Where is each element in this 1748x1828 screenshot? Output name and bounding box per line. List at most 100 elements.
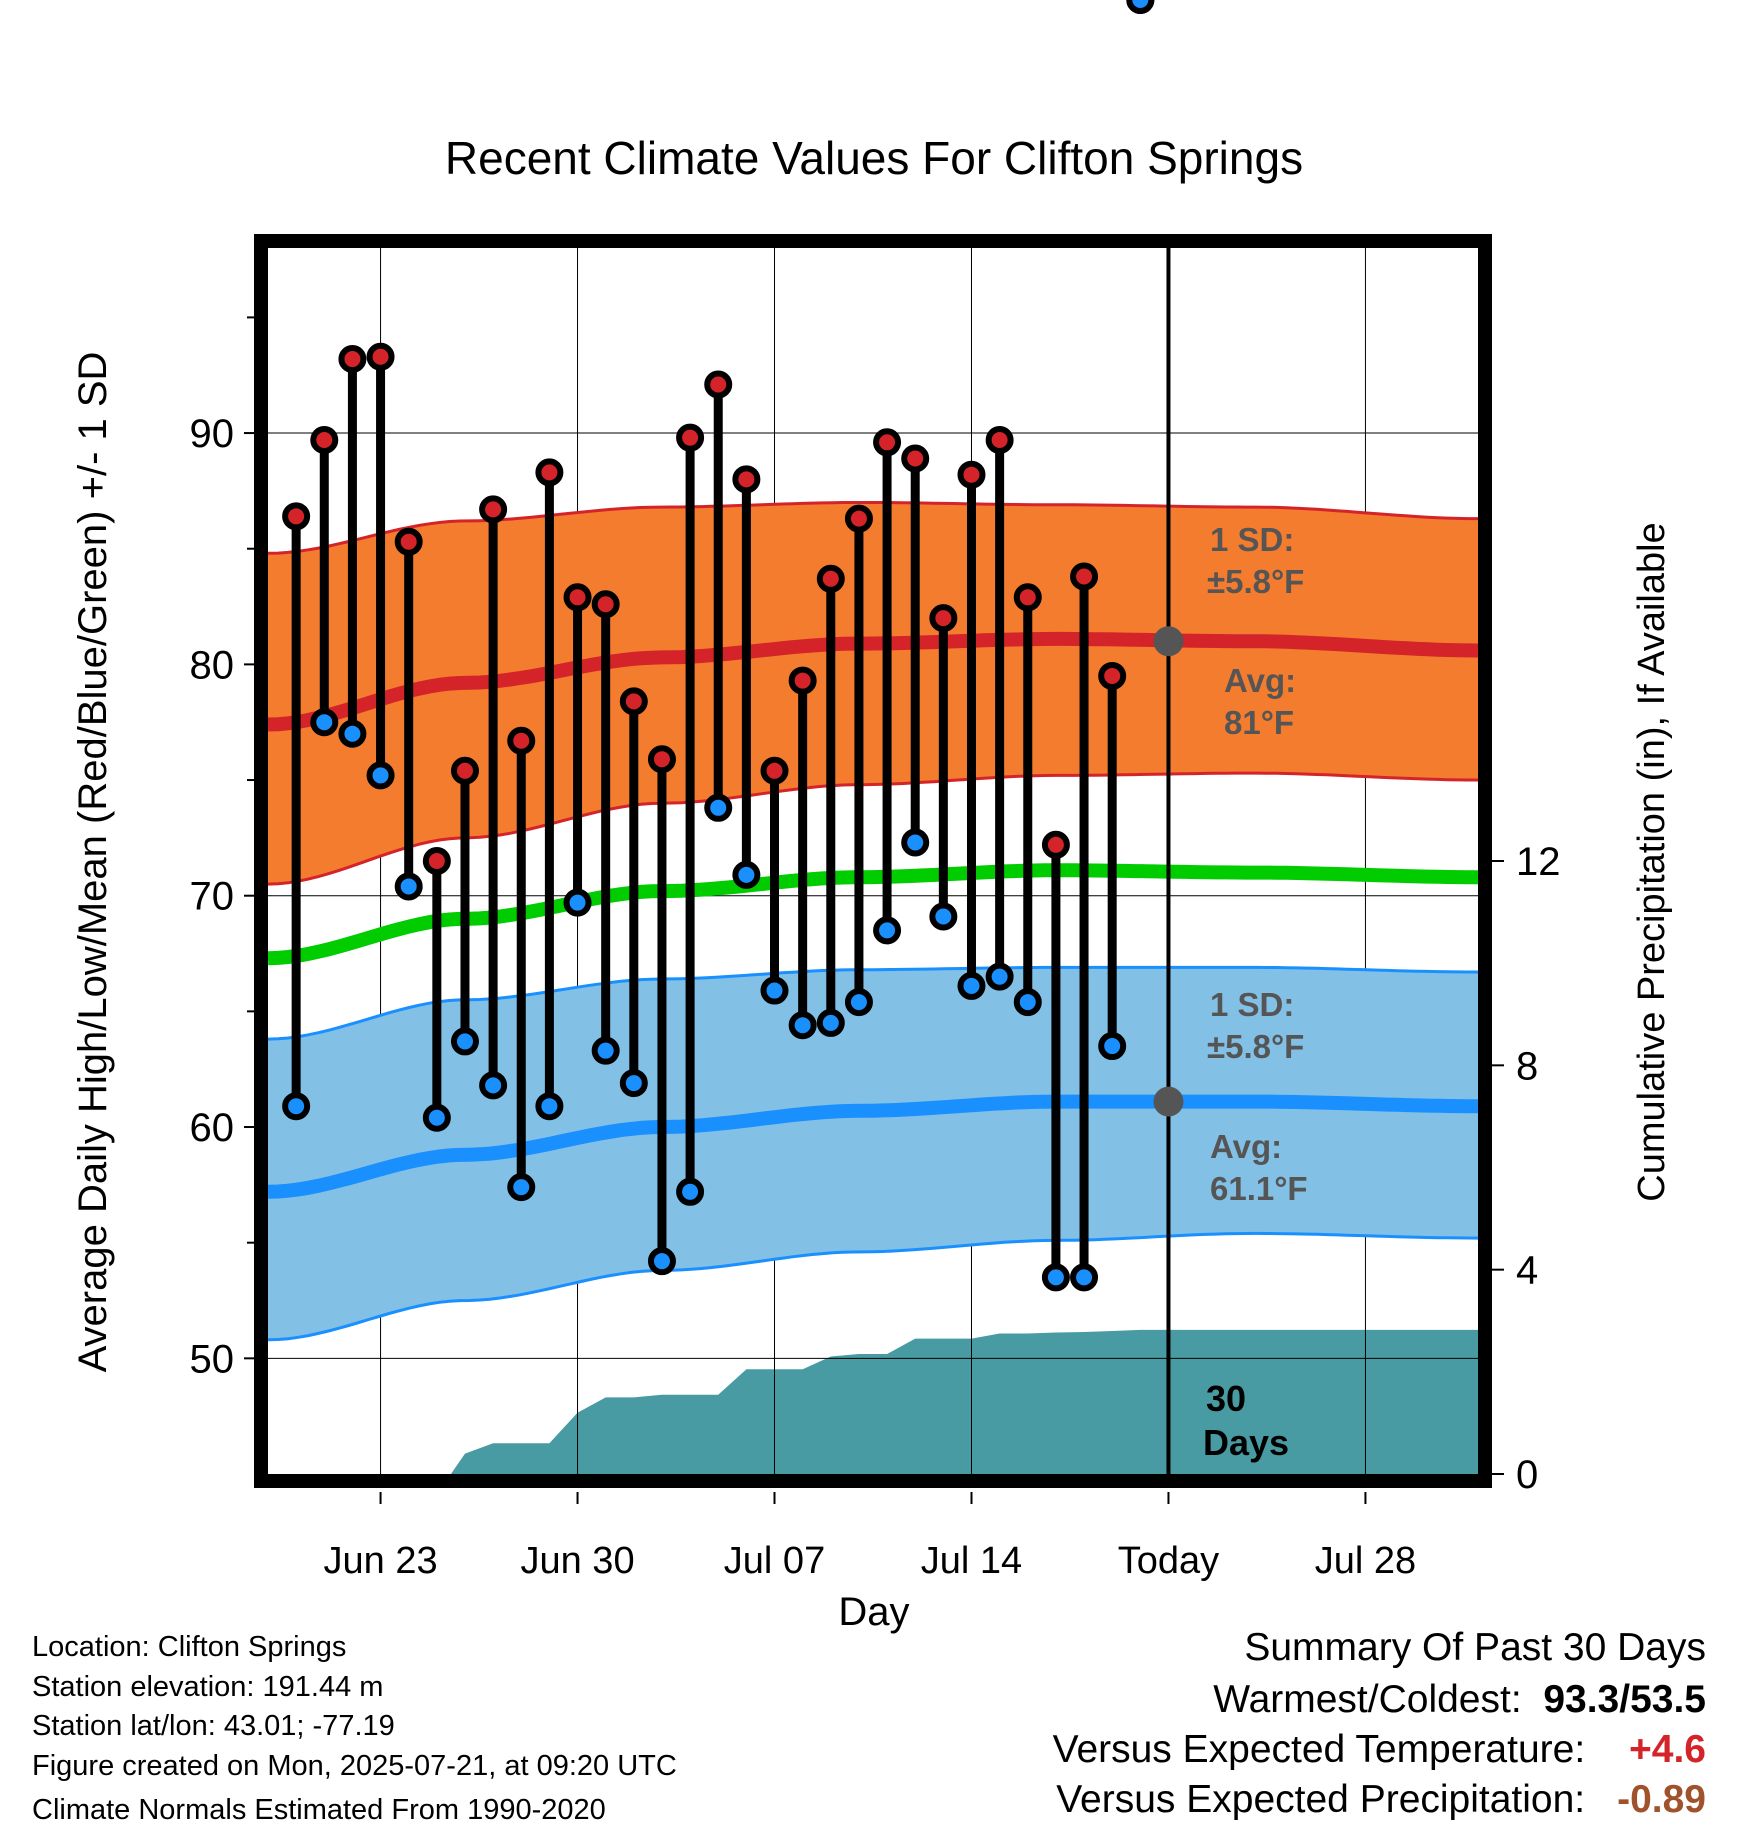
high-point [591, 590, 620, 619]
elevation-text: Station elevation: 191.44 m [32, 1671, 384, 1703]
high-point [1013, 583, 1042, 612]
low-point [816, 1008, 845, 1037]
plot-frame [254, 234, 1492, 1488]
low-avg-label: Avg: [1210, 1128, 1282, 1165]
low-sd-value: ±5.8°F [1207, 1028, 1304, 1065]
low-point [619, 1069, 648, 1098]
created-text: Figure created on Mon, 2025-07-21, at 09… [32, 1750, 677, 1782]
low-point [760, 976, 789, 1005]
high-point [901, 444, 930, 473]
low-point [704, 793, 733, 822]
low-point [479, 1071, 508, 1100]
precip-period-unit: Days [1203, 1422, 1289, 1463]
low-point [310, 708, 339, 737]
low-point [591, 1036, 620, 1065]
low-point [338, 719, 367, 748]
y-tick-label: 60 [190, 1106, 235, 1150]
warm-cold-label: Warmest/Coldest: [1213, 1678, 1522, 1721]
precip-period-number: 30 [1206, 1378, 1246, 1419]
today-avg-high-marker [1153, 626, 1184, 657]
high-avg-label: Avg: [1224, 662, 1296, 699]
high-point [1098, 661, 1127, 690]
summary-warm-cold: Warmest/Coldest: 93.3/53.5 [1213, 1680, 1706, 1719]
high-point [1041, 830, 1070, 859]
low-point [901, 828, 930, 857]
high-point [647, 745, 676, 774]
low-sd-label: 1 SD: [1210, 986, 1294, 1023]
high-sd-label: 1 SD: [1210, 521, 1294, 558]
avg-low-line [267, 1094, 1478, 1199]
x-tick-label: Jul 14 [921, 1540, 1022, 1582]
plot-area: 1 SD: ±5.8°F Avg: 81°F 1 SD: ±5.8°F Avg: 61.1°F… [190, 0, 1561, 1582]
avg-high-line [267, 631, 1479, 732]
low-avg-value: 61.1°F [1210, 1170, 1308, 1207]
precip-value: -0.89 [1617, 1778, 1706, 1821]
today-avg-low-marker [1153, 1086, 1184, 1117]
high-point [1070, 562, 1099, 591]
y-tick-label: 70 [190, 875, 235, 919]
high-point [844, 504, 873, 533]
high-point [366, 342, 395, 371]
x-axis-label: Day [838, 1590, 909, 1634]
low-point [282, 1092, 311, 1121]
high-point [563, 583, 592, 612]
warm-cold-value: 93.3/53.5 [1543, 1678, 1706, 1721]
high-point [507, 726, 536, 755]
high-point [929, 604, 958, 633]
high-point [394, 527, 423, 556]
high-point [450, 756, 479, 785]
high-point [873, 428, 902, 457]
high-sd-upper-edge [267, 501, 1478, 555]
high-point [816, 564, 845, 593]
high-point [282, 502, 311, 531]
high-point [788, 666, 817, 695]
y2-tick-label: 0 [1516, 1453, 1538, 1497]
low-point [873, 916, 902, 945]
high-point [479, 495, 508, 524]
low-point [394, 872, 423, 901]
temp-label: Versus Expected Temperature: [1052, 1728, 1586, 1771]
y-tick-label: 80 [190, 643, 235, 687]
location-text: Location: Clifton Springs [32, 1631, 347, 1663]
y2-tick-label: 12 [1516, 840, 1561, 884]
normals-text: Climate Normals Estimated From 1990-2020 [32, 1794, 606, 1826]
summary-temp: Versus Expected Temperature: +4.6 [1053, 1730, 1706, 1769]
low-point [563, 888, 592, 917]
low-sd-lower-edge [267, 1231, 1479, 1342]
x-tick-label: Jul 28 [1315, 1540, 1416, 1582]
high-avg-value: 81°F [1224, 704, 1294, 741]
high-point [676, 423, 705, 452]
high-sd-band [268, 502, 1478, 885]
high-point [535, 458, 564, 487]
x-tick-label: Jul 07 [724, 1540, 825, 1582]
y-axis-label: Average Daily High/Low/Mean (Red/Blue/Gr… [71, 352, 115, 1373]
precip-label: Versus Expected Precipitation: [1056, 1778, 1586, 1821]
high-point [760, 756, 789, 785]
high-point [985, 425, 1014, 454]
precip-area [268, 1329, 1478, 1474]
y-tick-label: 90 [190, 412, 235, 456]
low-point [507, 1173, 536, 1202]
low-point [422, 1103, 451, 1132]
avg-mean-line [267, 863, 1478, 966]
low-point [535, 1092, 564, 1121]
low-point [676, 1177, 705, 1206]
summary-precip: Versus Expected Precipitation: -0.89 [1056, 1780, 1706, 1819]
y2-tick-label: 4 [1516, 1249, 1538, 1293]
low-sd-band [268, 967, 1478, 1340]
summary-title: Summary Of Past 30 Days [1244, 1626, 1706, 1669]
low-point [450, 1027, 479, 1056]
high-point [732, 465, 761, 494]
high-sd-lower-edge [267, 771, 1478, 886]
y-tick-label: 50 [190, 1337, 235, 1381]
chart-title: Recent Climate Values For Clifton Spring… [445, 132, 1303, 184]
x-tick-label: Jun 30 [520, 1540, 634, 1582]
y2-axis-label: Cumulative Precipitation (in), If Availa… [1631, 522, 1673, 1201]
low-point [1126, 0, 1155, 14]
high-point [310, 425, 339, 454]
y2-tick-label: 8 [1516, 1044, 1538, 1088]
low-point [788, 1011, 817, 1040]
low-point [957, 971, 986, 1000]
high-point [957, 460, 986, 489]
